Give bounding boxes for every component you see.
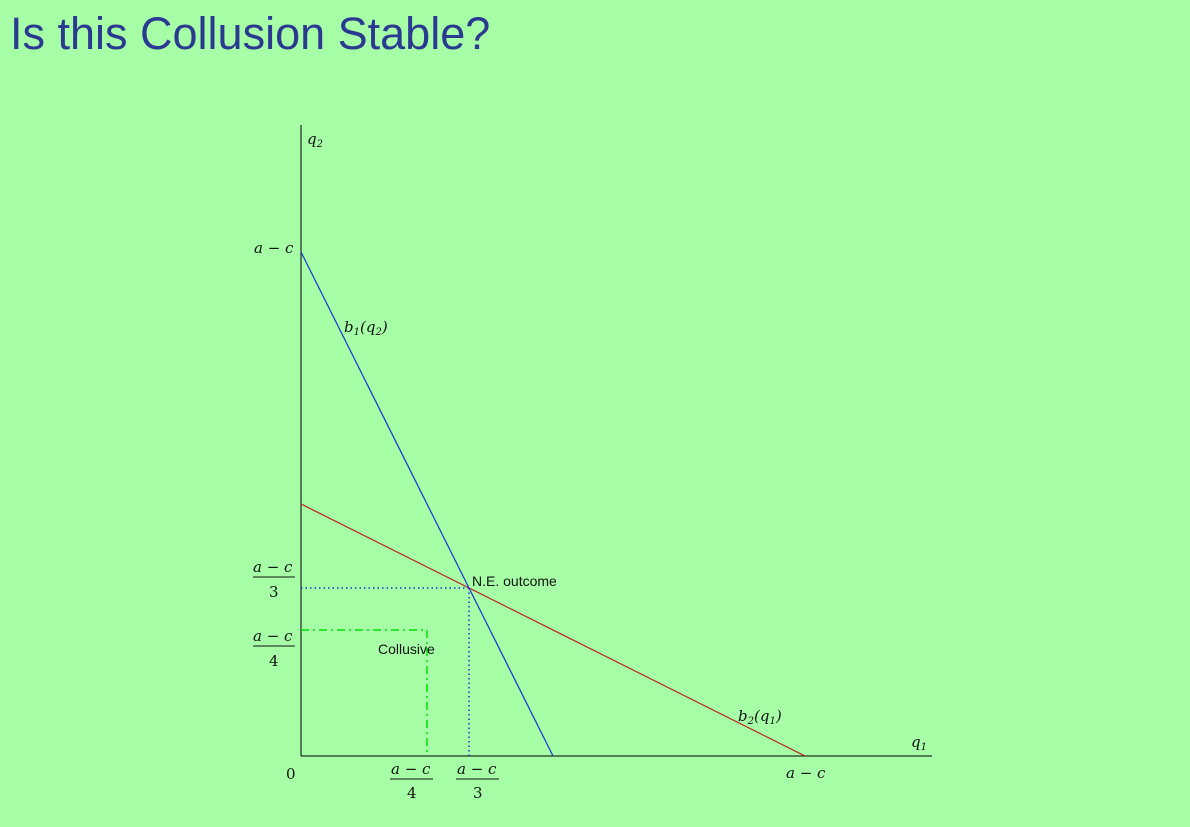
y-tick-quarter-denominator: 4 xyxy=(269,652,279,670)
y-tick-top-label: a − c xyxy=(254,239,294,257)
x-tick-quarter-numerator: a − c xyxy=(391,760,431,778)
y-tick-third-denominator: 3 xyxy=(269,583,279,601)
y-tick-third: a − c 3 xyxy=(253,558,295,601)
b2-best-response-line xyxy=(300,503,806,757)
y-axis-label: q2 xyxy=(307,130,323,150)
y-tick-quarter: a − c 4 xyxy=(253,627,295,670)
slide-title: Is this Collusion Stable? xyxy=(10,8,491,59)
y-tick-third-numerator: a − c xyxy=(253,558,293,576)
x-axis-label: q1 xyxy=(911,733,927,753)
b2-curve-label: b2(q1) xyxy=(738,707,782,727)
x-tick-third: a − c 3 xyxy=(456,760,499,802)
y-tick-quarter-numerator: a − c xyxy=(253,627,293,645)
origin-label: 0 xyxy=(286,765,296,783)
x-tick-third-numerator: a − c xyxy=(457,760,497,778)
x-tick-right-label: a − c xyxy=(786,764,826,782)
ne-outcome-label: N.E. outcome xyxy=(472,573,557,589)
b1-best-response-line xyxy=(300,251,554,757)
x-tick-quarter-denominator: 4 xyxy=(407,784,417,802)
collusive-label: Collusive xyxy=(378,641,435,657)
x-tick-quarter: a − c 4 xyxy=(390,760,433,802)
x-tick-third-denominator: 3 xyxy=(473,784,483,802)
b1-curve-label: b1(q2) xyxy=(344,318,388,338)
